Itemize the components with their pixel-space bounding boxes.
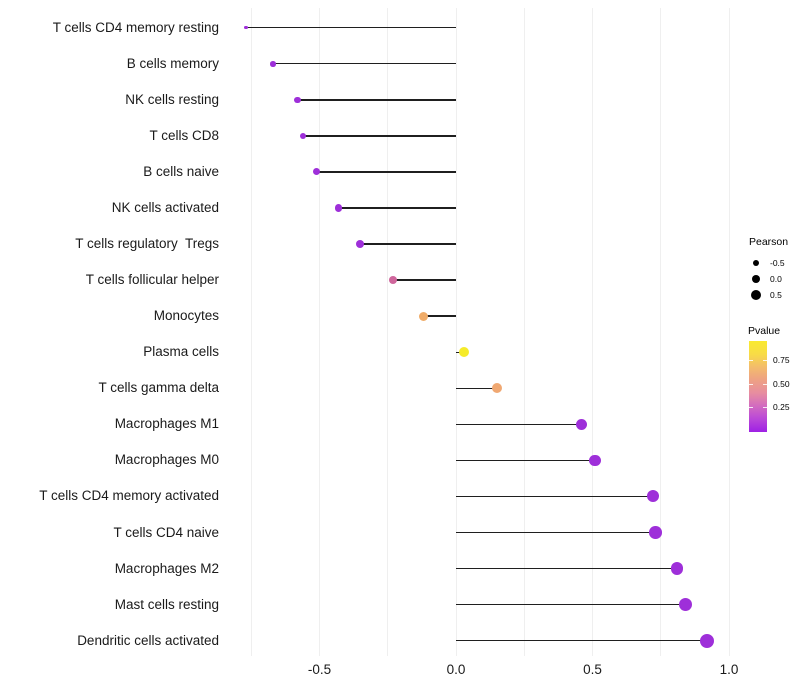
- panel-gridline: [660, 8, 662, 656]
- lollipop-stem: [316, 171, 456, 173]
- lollipop-point: [491, 383, 502, 394]
- lollipop-stem: [456, 567, 678, 570]
- pearson-legend-title: Pearson: [749, 236, 789, 248]
- panel-gridline: [387, 8, 389, 656]
- category-label: T cells gamma delta: [98, 380, 219, 396]
- category-label: NK cells activated: [111, 200, 219, 215]
- lollipop-stem: [423, 315, 456, 317]
- panel-gridline: [250, 8, 252, 656]
- pvalue-bar-tick-right: [763, 384, 767, 385]
- pearson-legend-label: 0.0: [770, 274, 782, 284]
- panel-gridline: [523, 8, 525, 656]
- pvalue-bar-tick-left: [749, 384, 753, 385]
- category-label: T cells follicular helper: [85, 272, 219, 288]
- pvalue-tick-label: 0.50: [773, 379, 790, 389]
- pvalue-bar-tick-left: [749, 360, 753, 361]
- category-label: T cells CD4 memory resting: [52, 19, 219, 35]
- pvalue-gradient-bar: [749, 341, 767, 432]
- panel-gridline: [728, 8, 730, 656]
- category-label: Mast cells resting: [114, 596, 219, 612]
- pvalue-tick-label: 0.25: [773, 402, 790, 412]
- pearson-legend-dot: [751, 290, 761, 300]
- category-label: Macrophages M2: [114, 560, 219, 576]
- lollipop-point: [334, 204, 343, 212]
- lollipop-point: [388, 275, 398, 285]
- pvalue-bar-tick-left: [749, 407, 753, 408]
- lollipop-stem: [297, 99, 456, 101]
- lollipop-point: [649, 526, 662, 539]
- pvalue-legend-title: Pvalue: [748, 325, 781, 337]
- lollipop-point: [589, 454, 601, 467]
- lollipop-stem: [303, 135, 456, 137]
- lollipop-point: [670, 562, 684, 575]
- lollipop-stem: [456, 495, 653, 498]
- category-label: Plasma cells: [143, 344, 219, 360]
- lollipop-point: [244, 25, 248, 30]
- lollipop-stem: [456, 423, 582, 426]
- lollipop-point: [356, 240, 365, 249]
- category-label: T cells CD4 naive: [113, 524, 219, 540]
- lollipop-stem: [456, 459, 596, 462]
- category-label: Macrophages M1: [114, 416, 219, 432]
- category-label: Monocytes: [153, 308, 219, 324]
- category-label: Macrophages M0: [114, 452, 219, 468]
- lollipop-stem: [456, 531, 656, 534]
- pvalue-tick-label: 0.75: [773, 355, 790, 365]
- category-label: T cells CD4 memory activated: [39, 488, 219, 504]
- lollipop-point: [576, 418, 588, 430]
- x-axis-tick-label: 0.5: [583, 662, 602, 677]
- x-axis-tick-label: -0.5: [307, 662, 332, 677]
- lollipop-point: [418, 311, 428, 321]
- category-label: B cells naive: [143, 163, 219, 179]
- x-axis-tick-label: 1.0: [719, 662, 739, 677]
- category-label: T cells regulatory Tregs: [75, 236, 219, 252]
- lollipop-point: [313, 168, 321, 176]
- lollipop-point: [678, 598, 692, 612]
- lollipop-point: [270, 61, 276, 67]
- panel-gridline: [592, 8, 593, 656]
- pearson-legend-label: 0.5: [770, 290, 782, 300]
- x-axis-tick-label: 0.0: [446, 662, 466, 677]
- lollipop-stem: [456, 603, 686, 606]
- lollipop-point: [646, 490, 659, 503]
- category-label: Dendritic cells activated: [77, 632, 219, 648]
- panel-gridline: [455, 8, 457, 656]
- lollipop-point: [459, 347, 470, 358]
- lollipop-point: [294, 96, 301, 104]
- lollipop-stem: [360, 243, 456, 245]
- panel-gridline: [319, 8, 320, 656]
- lollipop-stem: [393, 279, 456, 281]
- lollipop-stem: [245, 27, 456, 29]
- category-label: B cells memory: [126, 55, 219, 71]
- lollipop-stem: [456, 387, 497, 389]
- lollipop-stem: [273, 63, 456, 65]
- pvalue-bar-tick-right: [763, 407, 767, 408]
- category-label: T cells CD8: [149, 127, 219, 143]
- lollipop-stem: [456, 640, 708, 642]
- pearson-legend-dot: [752, 259, 760, 267]
- pearson-legend-dot: [751, 274, 761, 284]
- lollipop-point: [700, 633, 715, 648]
- category-label: NK cells resting: [125, 91, 219, 107]
- lollipop-point: [299, 132, 307, 140]
- pvalue-bar-tick-right: [763, 360, 767, 361]
- pearson-legend-label: -0.5: [770, 258, 785, 268]
- lollipop-stem: [338, 207, 456, 209]
